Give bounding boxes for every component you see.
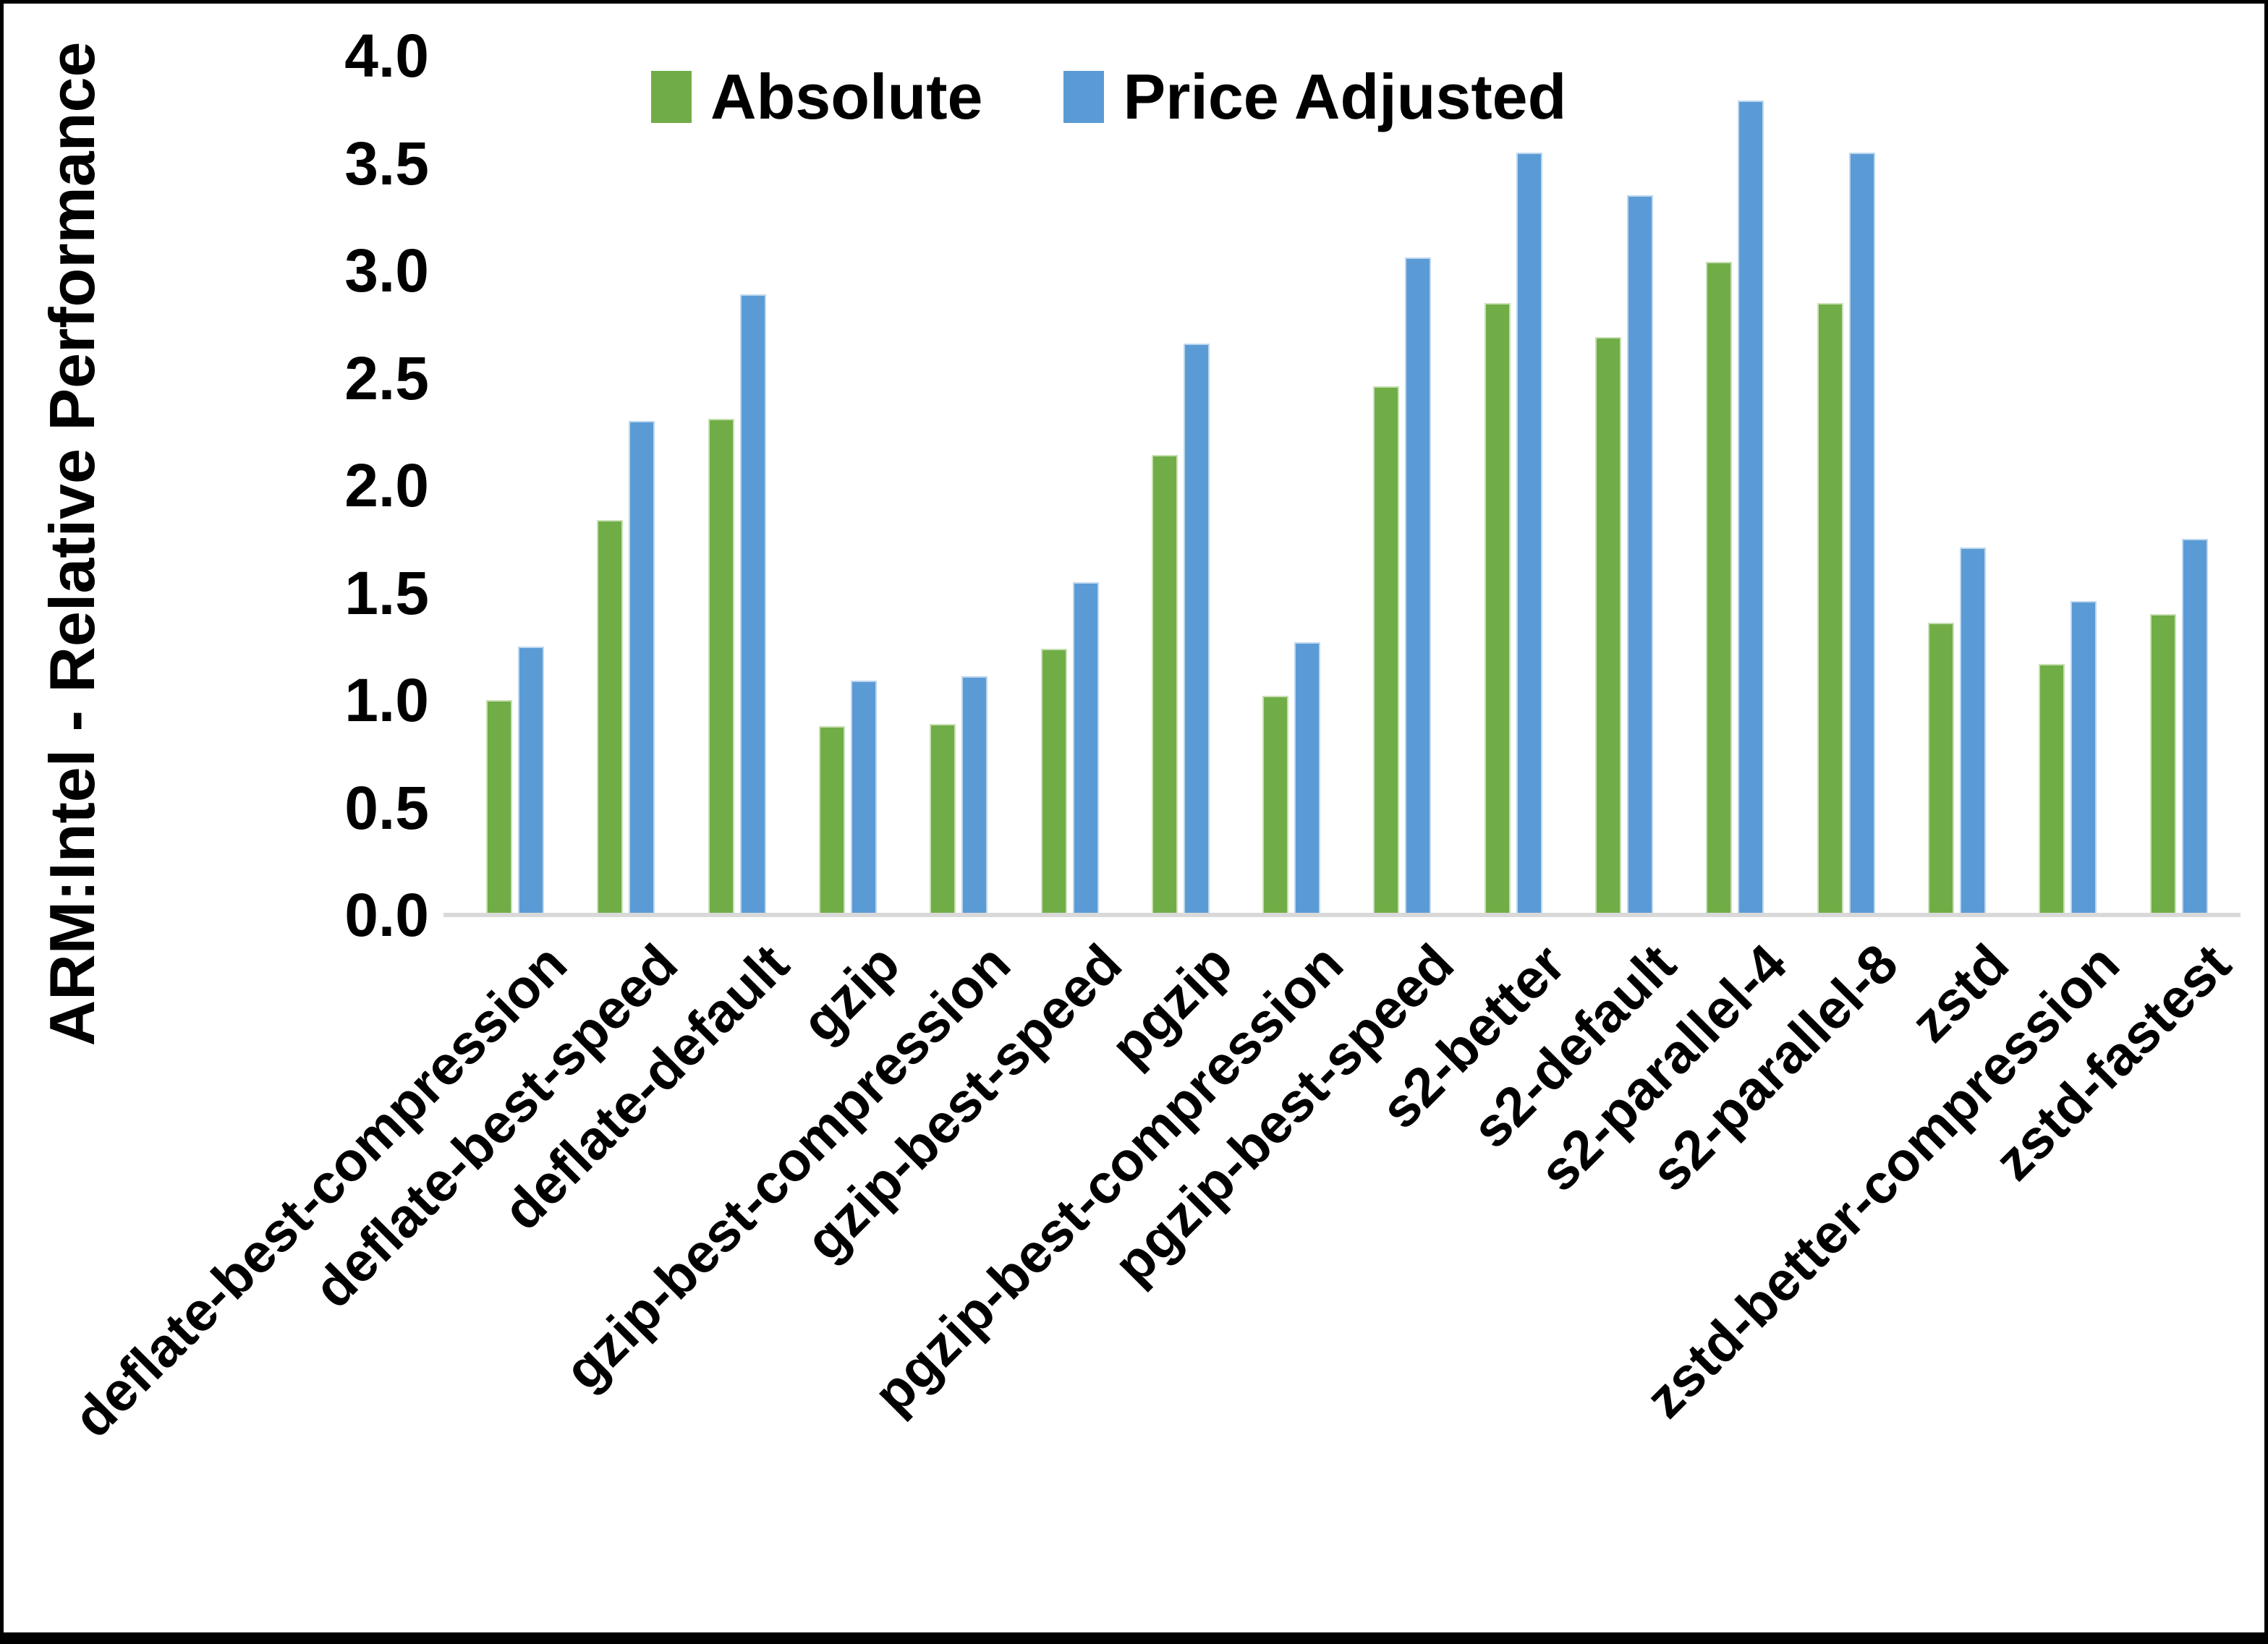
legend-swatch-absolute-icon	[651, 71, 692, 123]
bar-absolute-gzip-best-compression	[930, 723, 956, 915]
bar-price-adjusted-deflate-best-speed	[629, 420, 655, 915]
y-tick-label: 3.5	[344, 129, 429, 197]
y-tick-label: 0.5	[344, 773, 429, 842]
bar-absolute-zstd-fastest	[2149, 614, 2176, 915]
bar-absolute-zstd	[1927, 623, 1954, 915]
bar-absolute-s2-better	[1484, 302, 1511, 915]
y-tick-label: 4.0	[344, 22, 429, 90]
bar-price-adjusted-zstd-better-compression	[2070, 601, 2097, 915]
bar-price-adjusted-s2-parallel-4	[1738, 101, 1764, 915]
bar-absolute-pgzip	[1151, 455, 1178, 915]
bar-price-adjusted-s2-better	[1516, 152, 1542, 915]
bar-price-adjusted-zstd-fastest	[2181, 539, 2208, 915]
bar-absolute-zstd-better-compression	[2039, 663, 2065, 915]
bar-absolute-gzip-best-speed	[1040, 648, 1067, 915]
bar-absolute-s2-parallel-4	[1706, 262, 1733, 915]
bar-price-adjusted-pgzip	[1183, 343, 1210, 915]
x-axis-line	[443, 913, 2241, 917]
y-tick-label: 1.0	[344, 666, 429, 734]
bar-absolute-pgzip-best-compression	[1262, 696, 1289, 915]
y-tick-label: 3.0	[344, 237, 429, 304]
bar-absolute-s2-parallel-8	[1817, 302, 1843, 915]
bar-price-adjusted-gzip	[850, 681, 877, 915]
bar-price-adjusted-s2-parallel-8	[1848, 152, 1875, 915]
legend: Absolute Price Adjusted	[651, 61, 1566, 132]
bar-price-adjusted-gzip-best-speed	[1072, 582, 1099, 915]
legend-label-price-adjusted: Price Adjusted	[1123, 61, 1567, 132]
bar-absolute-deflate-default	[708, 418, 734, 915]
legend-entry-absolute: Absolute	[651, 60, 982, 134]
bar-price-adjusted-s2-default	[1627, 195, 1653, 915]
bar-price-adjusted-pgzip-best-compression	[1294, 642, 1321, 915]
y-tick-label: 1.5	[344, 558, 429, 627]
bar-price-adjusted-deflate-default	[739, 294, 766, 915]
bar-absolute-s2-default	[1595, 337, 1621, 915]
bar-absolute-deflate-best-compression	[486, 700, 512, 915]
y-tick-label: 2.5	[344, 344, 429, 412]
bar-price-adjusted-gzip-best-compression	[961, 676, 988, 915]
bar-absolute-gzip	[818, 725, 845, 915]
y-tick-label: 0.0	[344, 881, 429, 949]
y-axis-title: ARM:Intel - Relative Performance	[36, 41, 108, 1047]
legend-label-absolute: Absolute	[710, 61, 983, 132]
bar-absolute-deflate-best-speed	[597, 519, 624, 915]
bar-absolute-pgzip-best-speed	[1373, 386, 1400, 915]
legend-swatch-price-adjusted-icon	[1063, 71, 1105, 123]
bar-price-adjusted-pgzip-best-speed	[1405, 257, 1432, 915]
plot-area	[449, 56, 2239, 915]
y-tick-label: 2.0	[344, 451, 429, 519]
bar-price-adjusted-zstd	[1959, 548, 1986, 915]
bar-price-adjusted-deflate-best-compression	[518, 646, 544, 915]
legend-entry-price-adjusted: Price Adjusted	[1063, 60, 1566, 134]
